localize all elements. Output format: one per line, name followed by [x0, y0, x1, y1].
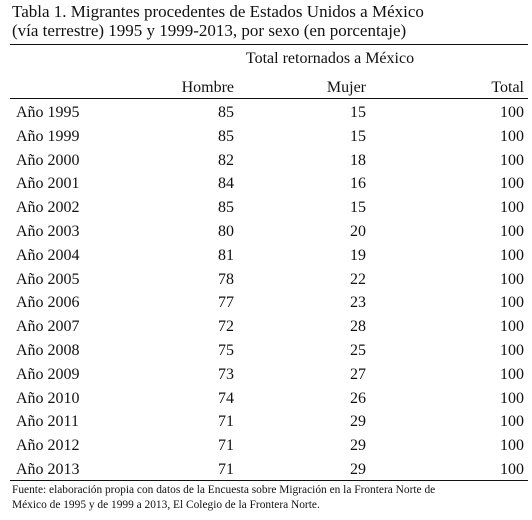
row-mujer-cell: 18 — [350, 151, 366, 169]
table-row: Año 2012 71 29 100 — [0, 434, 532, 458]
row-total-cell: 100 — [500, 104, 524, 121]
row-hombre-cell: 85 — [218, 127, 234, 145]
row-mujer-cell: 29 — [350, 437, 366, 455]
table-title: Tabla 1. Migrantes procedentes de Estado… — [12, 2, 524, 40]
table-row: Año 2010 74 26 100 — [0, 387, 532, 411]
row-total-cell: 100 — [500, 127, 524, 145]
row-mujer-cell: 15 — [350, 199, 366, 217]
column-header-hombre: Hombre — [181, 79, 234, 96]
row-year-cell: Año 2004 — [16, 246, 80, 264]
row-hombre-cell: 75 — [218, 341, 234, 359]
header-rule — [10, 98, 528, 99]
table-row: Año 2007 72 28 100 — [0, 315, 532, 339]
column-header-total: Total — [491, 79, 524, 96]
row-year-cell: Año 2005 — [16, 270, 80, 288]
row-total-cell: 100 — [500, 413, 524, 431]
row-hombre-cell: 73 — [218, 365, 234, 383]
row-mujer-cell: 29 — [350, 460, 366, 478]
row-year-cell: Año 1995 — [16, 104, 80, 121]
row-year-cell: Año 2008 — [16, 341, 80, 359]
row-year-cell: Año 2000 — [16, 151, 80, 169]
row-total-cell: 100 — [500, 246, 524, 264]
row-hombre-cell: 71 — [218, 413, 234, 431]
row-hombre-cell: 77 — [218, 294, 234, 312]
group-header: Total retornados a México — [245, 50, 415, 67]
row-year-cell: Año 2009 — [16, 365, 80, 383]
table-row: Año 2013 71 29 100 — [0, 458, 532, 482]
row-hombre-cell: 82 — [218, 151, 234, 169]
table-row: Año 1999 85 15 100 — [0, 125, 532, 149]
row-total-cell: 100 — [500, 460, 524, 478]
row-year-cell: Año 2010 — [16, 389, 80, 407]
table-body: Año 1995 85 15 100 Año 1999 85 15 100 Año 2000 82… — [0, 101, 532, 482]
row-mujer-cell: 26 — [350, 389, 366, 407]
row-total-cell: 100 — [500, 151, 524, 169]
row-mujer-cell: 25 — [350, 341, 366, 359]
row-year-cell: Año 1999 — [16, 127, 80, 145]
row-hombre-cell: 78 — [218, 270, 234, 288]
row-total-cell: 100 — [500, 389, 524, 407]
row-year-cell: Año 2006 — [16, 294, 80, 312]
bottom-rule — [10, 480, 528, 481]
row-total-cell: 100 — [500, 365, 524, 383]
table-row: Año 1995 85 15 100 — [0, 101, 532, 125]
row-hombre-cell: 80 — [218, 222, 234, 240]
row-mujer-cell: 15 — [350, 104, 366, 121]
row-mujer-cell: 19 — [350, 246, 366, 264]
table-row: Año 2003 80 20 100 — [0, 220, 532, 244]
row-total-cell: 100 — [500, 294, 524, 312]
row-hombre-cell: 85 — [218, 199, 234, 217]
table-row: Año 2006 77 23 100 — [0, 291, 532, 315]
table-row: Año 2004 81 19 100 — [0, 244, 532, 268]
row-hombre-cell: 71 — [218, 437, 234, 455]
source-note: Fuente: elaboración propia con datos de … — [12, 483, 526, 513]
row-total-cell: 100 — [500, 318, 524, 336]
row-mujer-cell: 22 — [350, 270, 366, 288]
row-hombre-cell: 85 — [218, 104, 234, 121]
row-year-cell: Año 2001 — [16, 175, 80, 193]
table-row: Año 2001 84 16 100 — [0, 172, 532, 196]
row-total-cell: 100 — [500, 222, 524, 240]
row-year-cell: Año 2013 — [16, 460, 80, 478]
source-note-line-2: México de 1995 y de 1999 a 2013, El Cole… — [12, 499, 320, 511]
table-row: Año 2000 82 18 100 — [0, 149, 532, 173]
row-hombre-cell: 71 — [218, 460, 234, 478]
row-hombre-cell: 84 — [218, 175, 234, 193]
row-mujer-cell: 29 — [350, 413, 366, 431]
row-hombre-cell: 74 — [218, 389, 234, 407]
table-row: Año 2009 73 27 100 — [0, 363, 532, 387]
column-header-row: Hombre Mujer Total — [0, 78, 532, 98]
row-mujer-cell: 27 — [350, 365, 366, 383]
row-mujer-cell: 23 — [350, 294, 366, 312]
row-mujer-cell: 28 — [350, 318, 366, 336]
row-total-cell: 100 — [500, 199, 524, 217]
row-total-cell: 100 — [500, 437, 524, 455]
table-title-line-1: Tabla 1. Migrantes procedentes de Estado… — [12, 2, 424, 21]
row-year-cell: Año 2012 — [16, 437, 80, 455]
table-row: Año 2008 75 25 100 — [0, 339, 532, 363]
column-header-mujer: Mujer — [326, 79, 366, 96]
row-year-cell: Año 2011 — [16, 413, 79, 431]
row-mujer-cell: 16 — [350, 175, 366, 193]
row-mujer-cell: 15 — [350, 127, 366, 145]
row-total-cell: 100 — [500, 341, 524, 359]
row-mujer-cell: 20 — [350, 222, 366, 240]
row-year-cell: Año 2002 — [16, 199, 80, 217]
table-title-line-2: (vía terrestre) 1995 y 1999-2013, por se… — [12, 21, 407, 40]
row-total-cell: 100 — [500, 175, 524, 193]
table-row: Año 2005 78 22 100 — [0, 268, 532, 292]
table-row: Año 2002 85 15 100 — [0, 196, 532, 220]
row-total-cell: 100 — [500, 270, 524, 288]
row-year-cell: Año 2003 — [16, 222, 80, 240]
source-note-line-1: Fuente: elaboración propia con datos de … — [12, 484, 436, 496]
top-rule — [10, 44, 528, 45]
table-row: Año 2011 71 29 100 — [0, 410, 532, 434]
row-year-cell: Año 2007 — [16, 318, 80, 336]
row-hombre-cell: 72 — [218, 318, 234, 336]
row-hombre-cell: 81 — [218, 246, 234, 264]
